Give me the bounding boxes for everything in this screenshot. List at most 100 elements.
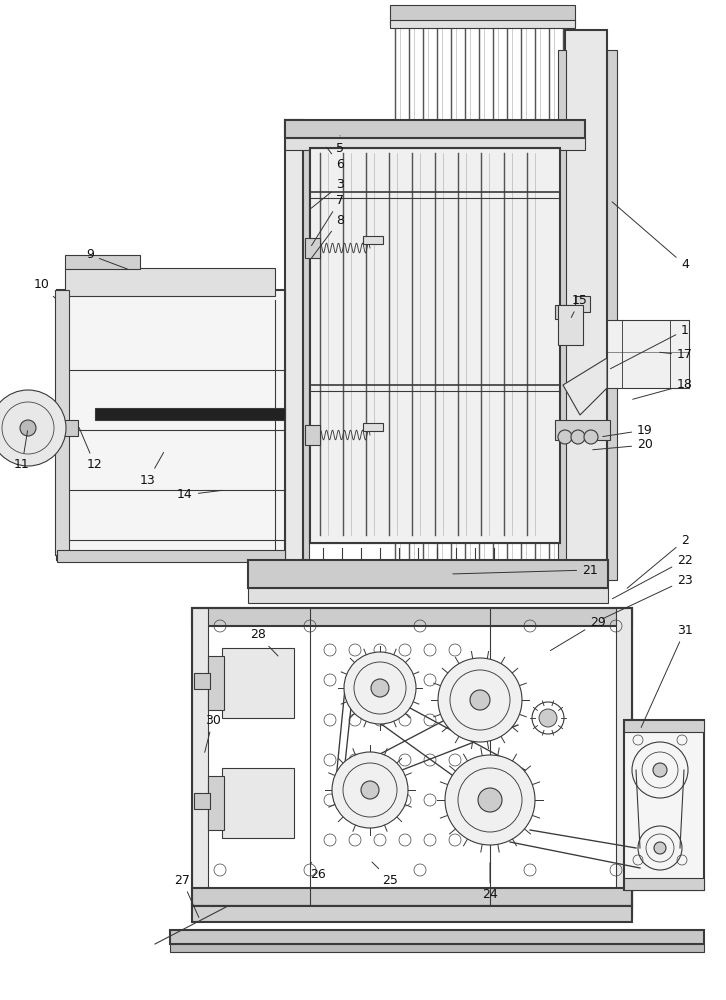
Bar [607,320,689,388]
Text: 22: 22 [613,554,693,599]
Circle shape [470,690,490,710]
Bar [55,290,69,555]
Bar [435,5,444,20]
Bar [555,305,575,319]
Bar [305,238,320,258]
Text: 6: 6 [327,147,344,172]
Text: 26: 26 [310,862,326,882]
Bar [519,5,528,20]
Text: 31: 31 [641,624,693,727]
Circle shape [558,430,572,444]
Bar [192,888,632,906]
Text: 29: 29 [550,615,606,651]
Polygon shape [563,358,607,415]
Text: 23: 23 [603,574,693,619]
Bar [565,30,607,585]
Bar [208,776,224,830]
Bar [421,5,430,20]
Bar [222,768,294,838]
Bar [192,906,632,922]
Text: 27: 27 [174,874,199,917]
Bar [248,560,608,588]
Bar [616,608,632,918]
Bar [477,5,486,20]
Bar [607,50,617,580]
Bar [505,5,514,20]
Circle shape [654,842,666,854]
Bar [624,720,704,890]
Bar [285,138,585,150]
Bar [170,930,704,944]
Text: 21: 21 [453,564,598,576]
Text: 30: 30 [205,714,221,752]
Text: 8: 8 [311,214,344,258]
Text: 1: 1 [611,324,689,369]
Circle shape [653,763,667,777]
Text: 7: 7 [311,194,344,246]
Text: 12: 12 [79,428,103,472]
Bar [624,878,704,890]
Bar [285,120,303,570]
Text: 25: 25 [372,862,398,886]
Bar [463,5,472,20]
Circle shape [478,788,502,812]
Text: 9: 9 [86,248,127,269]
Bar [285,120,585,138]
Text: 13: 13 [140,452,163,487]
Bar [65,268,275,296]
Bar [57,550,285,562]
Bar [65,255,140,269]
Bar [305,425,320,445]
Circle shape [361,781,379,799]
Bar [558,50,566,580]
Bar [407,5,416,20]
Bar [533,5,542,20]
Bar [192,608,632,626]
Bar [95,408,285,420]
Bar [208,656,224,710]
Bar [390,20,575,28]
Bar [248,588,608,603]
Bar [390,5,575,25]
Bar [170,944,704,952]
Bar [449,5,458,20]
Bar [393,5,402,20]
Bar [310,148,560,543]
Text: 24: 24 [482,863,498,902]
Circle shape [445,755,535,845]
Bar [561,5,570,20]
Bar [194,793,210,809]
Circle shape [20,420,36,436]
Circle shape [344,652,416,724]
Bar [568,310,580,340]
Circle shape [332,752,408,828]
Circle shape [584,430,598,444]
Circle shape [0,390,66,466]
Bar [624,720,704,732]
Text: 17: 17 [660,349,693,361]
Bar [363,236,383,244]
Bar [575,296,590,312]
Text: 20: 20 [592,438,653,452]
Bar [192,608,632,906]
Bar [555,420,610,440]
Circle shape [371,679,389,697]
Bar [222,648,294,718]
Bar [56,420,78,436]
Circle shape [539,709,557,727]
Text: 3: 3 [311,178,344,208]
Bar [192,608,208,918]
Text: 18: 18 [632,378,693,399]
Bar [44,422,58,434]
Circle shape [571,430,585,444]
Bar [194,673,210,689]
Text: 4: 4 [612,202,689,271]
Bar [491,5,500,20]
Bar [57,290,285,560]
Bar [547,5,556,20]
Text: 11: 11 [14,431,30,472]
Text: 10: 10 [34,278,55,298]
Text: 2: 2 [627,534,689,588]
Text: 14: 14 [177,488,222,502]
Bar [303,120,309,570]
